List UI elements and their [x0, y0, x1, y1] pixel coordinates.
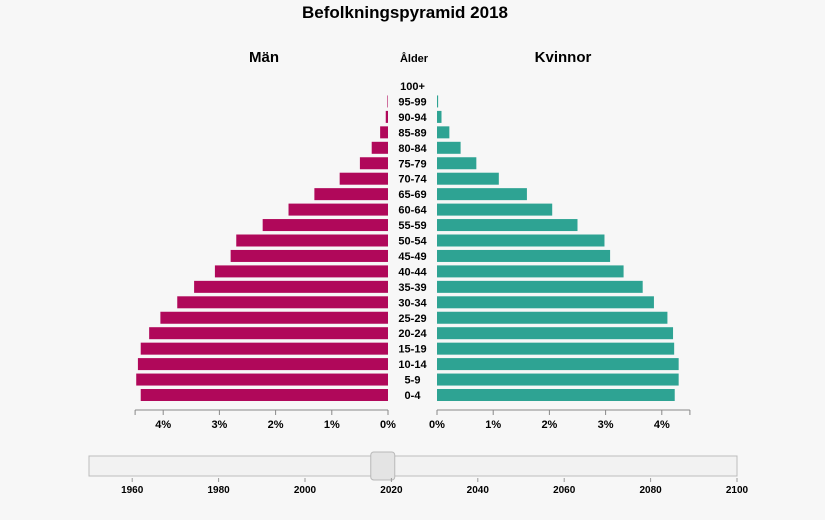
bars-layer: 100+ 95-99 90-94 85-89 80-84 75-79 70-74 65-69 6…: [136, 81, 679, 402]
chart-title: Befolkningspyramid 2018: [302, 3, 508, 22]
age-label-75-79: 75-79: [398, 158, 426, 170]
women-bar-15-19: [437, 342, 675, 355]
age-label-5-9: 5-9: [405, 375, 421, 387]
men-bar-55-59: [262, 219, 388, 232]
men-bar-65-69: [314, 188, 388, 201]
age-label-10-14: 10-14: [398, 359, 427, 371]
men-bar-15-19: [140, 342, 388, 355]
women-bar-30-34: [437, 296, 654, 309]
age-label-50-54: 50-54: [398, 236, 427, 248]
men-tick-label-0: 0%: [380, 419, 396, 431]
women-bar-0-4: [437, 389, 675, 401]
age-label-60-64: 60-64: [398, 205, 427, 217]
year-slider[interactable]: 1960 1980 2000 2020 2040 2060 2080 2100: [88, 451, 749, 496]
slider-tick-label-2020: 2020: [380, 485, 403, 496]
age-label-30-34: 30-34: [398, 297, 427, 309]
slider-tick-label-2060: 2060: [553, 485, 576, 496]
women-bar-5-9: [437, 373, 679, 386]
women-bar-35-39: [437, 280, 643, 293]
x-axis: 4% 3% 2% 1% 0% 0% 1% 2% 3% 4%: [134, 409, 691, 431]
age-label-0-4: 0-4: [405, 390, 422, 402]
men-bar-10-14: [137, 358, 388, 371]
men-bar-25-29: [160, 311, 388, 324]
age-label-80-84: 80-84: [398, 143, 427, 155]
men-bar-20-24: [149, 327, 388, 340]
men-bar-0-4: [140, 389, 388, 401]
women-bar-70-74: [437, 172, 499, 185]
women-tick-label-0: 0%: [429, 419, 445, 431]
men-bar-45-49: [230, 249, 388, 262]
men-bar-95-99: [387, 95, 388, 108]
men-bar-30-34: [177, 296, 388, 309]
women-bar-40-44: [437, 265, 624, 278]
age-label-15-19: 15-19: [398, 344, 426, 356]
age-label-20-24: 20-24: [398, 328, 427, 340]
women-bar-45-49: [437, 249, 611, 262]
women-label: Kvinnor: [535, 49, 592, 66]
men-bar-40-44: [214, 265, 388, 278]
men-bar-90-94: [385, 110, 388, 123]
men-bar-5-9: [136, 373, 388, 386]
women-tick-label-3: 3%: [598, 419, 614, 431]
women-bar-65-69: [437, 188, 527, 201]
women-bar-10-14: [437, 358, 679, 371]
men-bar-35-39: [194, 280, 388, 293]
slider-tick-label-2000: 2000: [294, 485, 317, 496]
age-label-95-99: 95-99: [398, 96, 426, 108]
age-label-85-89: 85-89: [398, 127, 426, 139]
women-bar-55-59: [437, 219, 578, 232]
men-bar-80-84: [371, 141, 388, 154]
age-label-55-59: 55-59: [398, 220, 426, 232]
age-label-25-29: 25-29: [398, 313, 426, 325]
slider-handle[interactable]: [370, 451, 396, 481]
age-label-40-44: 40-44: [398, 266, 427, 278]
men-bar-85-89: [380, 126, 388, 139]
age-label-35-39: 35-39: [398, 282, 426, 294]
age-label-90-94: 90-94: [398, 112, 427, 124]
men-tick-label-3: 3%: [211, 419, 227, 431]
women-tick-label-2: 2%: [541, 419, 557, 431]
age-label-70-74: 70-74: [398, 174, 427, 186]
men-bar-50-54: [236, 234, 388, 247]
men-tick-label-1: 1%: [324, 419, 340, 431]
men-bar-60-64: [288, 203, 388, 216]
women-bar-95-99: [437, 95, 439, 108]
women-bar-50-54: [437, 234, 605, 247]
men-bar-75-79: [359, 157, 388, 170]
men-tick-label-2: 2%: [268, 419, 284, 431]
slider-tick-label-2080: 2080: [639, 485, 662, 496]
slider-tick-label-1960: 1960: [121, 485, 144, 496]
men-tick-label-4: 4%: [155, 419, 171, 431]
women-tick-label-4: 4%: [654, 419, 670, 431]
women-tick-label-1: 1%: [485, 419, 501, 431]
age-header: Ålder: [400, 52, 429, 65]
age-label-65-69: 65-69: [398, 189, 426, 201]
slider-tick-label-2040: 2040: [467, 485, 490, 496]
age-label-100+: 100+: [400, 81, 425, 93]
age-label-45-49: 45-49: [398, 251, 426, 263]
women-bar-90-94: [437, 110, 442, 123]
women-bar-25-29: [437, 311, 668, 324]
women-bar-85-89: [437, 126, 450, 139]
women-bar-80-84: [437, 141, 461, 154]
men-label: Män: [249, 49, 279, 66]
women-bar-20-24: [437, 327, 674, 340]
slider-track[interactable]: [88, 455, 738, 477]
slider-tick-label-1980: 1980: [207, 485, 230, 496]
women-bar-75-79: [437, 157, 477, 170]
men-bar-70-74: [339, 172, 388, 185]
women-bar-60-64: [437, 203, 553, 216]
slider-tick-label-2100: 2100: [726, 485, 749, 496]
